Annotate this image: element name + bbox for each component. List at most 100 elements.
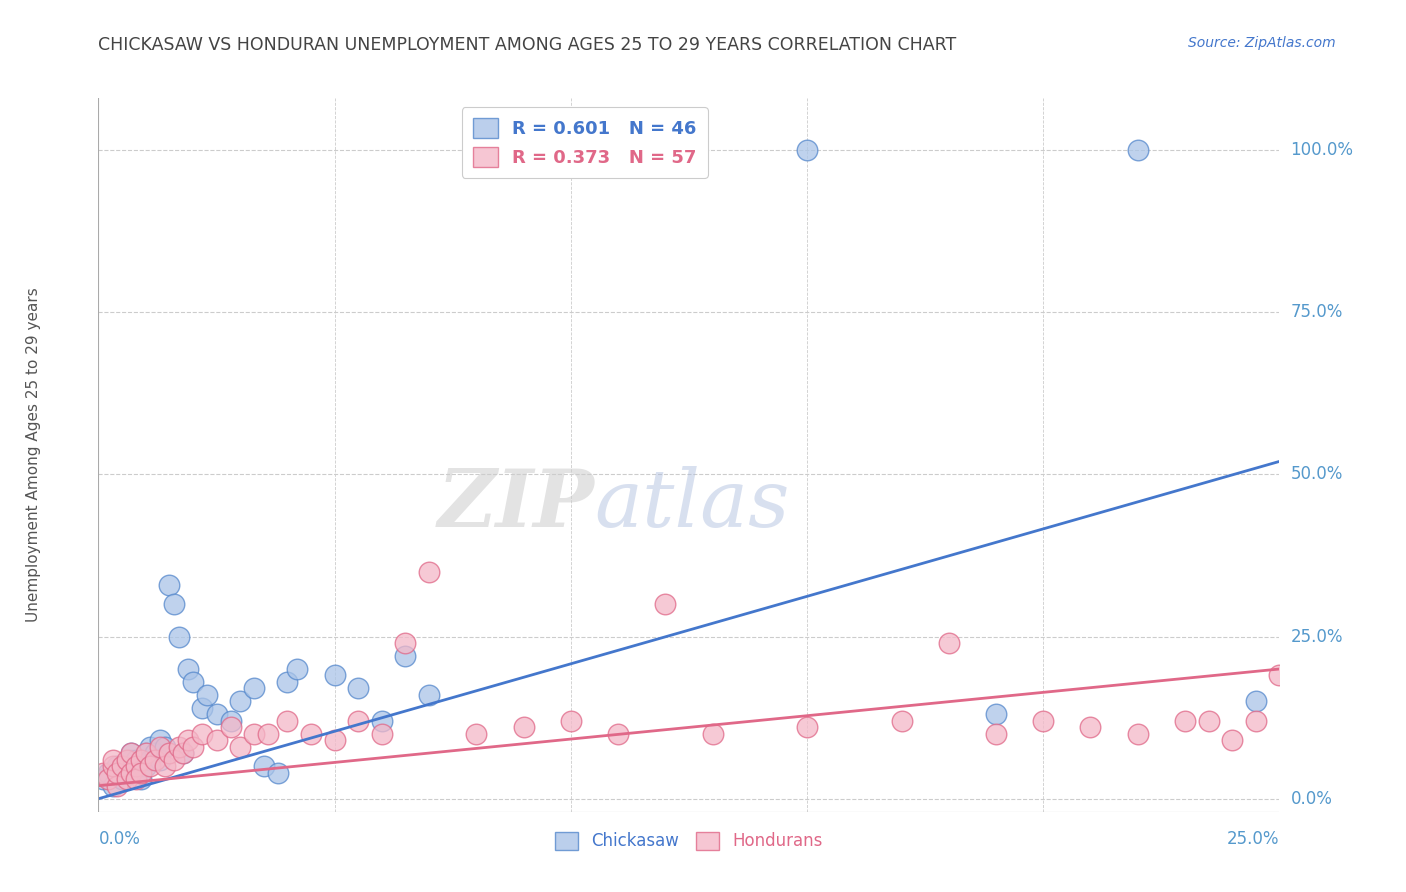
Point [125,753,148,767]
Point [347,714,370,728]
Point [125,759,148,773]
Point [371,727,394,741]
Point [172,747,194,761]
Point [167,630,190,644]
Point [323,668,346,682]
Point [654,597,676,611]
Point [219,720,242,734]
Point [465,727,488,741]
Point [149,753,172,767]
Point [111,772,134,787]
Point [253,759,276,773]
Point [129,753,152,767]
Legend: Chickasaw, Hondurans: Chickasaw, Hondurans [548,825,830,857]
Point [105,779,128,793]
Text: ZIP: ZIP [437,467,595,543]
Point [219,714,242,728]
Point [111,759,134,773]
Point [195,688,218,702]
Point [607,727,630,741]
Point [163,753,186,767]
Point [125,765,148,780]
Point [139,759,162,773]
Text: 100.0%: 100.0% [1291,141,1354,159]
Point [121,747,143,761]
Point [1244,694,1267,708]
Point [121,747,143,761]
Point [143,747,166,761]
Text: 0.0%: 0.0% [1291,789,1333,808]
Point [129,772,152,787]
Point [149,739,172,754]
Point [177,733,200,747]
Point [115,753,138,767]
Point [1032,714,1054,728]
Point [135,759,157,773]
Text: CHICKASAW VS HONDURAN UNEMPLOYMENT AMONG AGES 25 TO 29 YEARS CORRELATION CHART: CHICKASAW VS HONDURAN UNEMPLOYMENT AMONG… [98,36,956,54]
Point [135,747,157,761]
Point [371,714,394,728]
Point [1080,720,1102,734]
Point [394,636,416,650]
Point [101,753,124,767]
Point [1244,714,1267,728]
Point [984,707,1007,722]
Text: 25.0%: 25.0% [1227,830,1279,847]
Point [139,753,162,767]
Point [157,577,180,591]
Point [890,714,912,728]
Point [323,733,346,747]
Text: Unemployment Among Ages 25 to 29 years: Unemployment Among Ages 25 to 29 years [25,287,41,623]
Text: 75.0%: 75.0% [1291,303,1343,321]
Point [172,747,194,761]
Point [121,753,143,767]
Point [181,739,204,754]
Point [191,727,214,741]
Point [157,747,180,761]
Point [115,765,138,780]
Point [177,662,200,676]
Point [243,681,266,696]
Point [1174,714,1197,728]
Point [1220,733,1243,747]
Point [796,720,818,734]
Point [181,675,204,690]
Point [267,765,290,780]
Point [1126,143,1149,157]
Point [702,727,724,741]
Point [91,765,114,780]
Point [105,765,128,780]
Text: 0.0%: 0.0% [98,830,141,847]
Text: Source: ZipAtlas.com: Source: ZipAtlas.com [1188,36,1336,50]
Point [91,772,114,787]
Text: 25.0%: 25.0% [1291,628,1343,646]
Point [191,701,214,715]
Point [135,747,157,761]
Point [105,759,128,773]
Point [1126,727,1149,741]
Point [153,739,176,754]
Point [796,143,818,157]
Point [205,707,228,722]
Point [257,727,280,741]
Point [115,772,138,787]
Text: atlas: atlas [595,467,790,543]
Point [229,694,252,708]
Text: 50.0%: 50.0% [1291,466,1343,483]
Point [101,779,124,793]
Point [285,662,308,676]
Point [121,765,143,780]
Point [394,648,416,663]
Point [163,597,186,611]
Point [129,765,152,780]
Point [129,759,152,773]
Point [205,733,228,747]
Point [149,733,172,747]
Point [560,714,582,728]
Point [512,720,534,734]
Point [276,675,298,690]
Point [1268,668,1291,682]
Point [139,739,162,754]
Point [229,739,252,754]
Point [347,681,370,696]
